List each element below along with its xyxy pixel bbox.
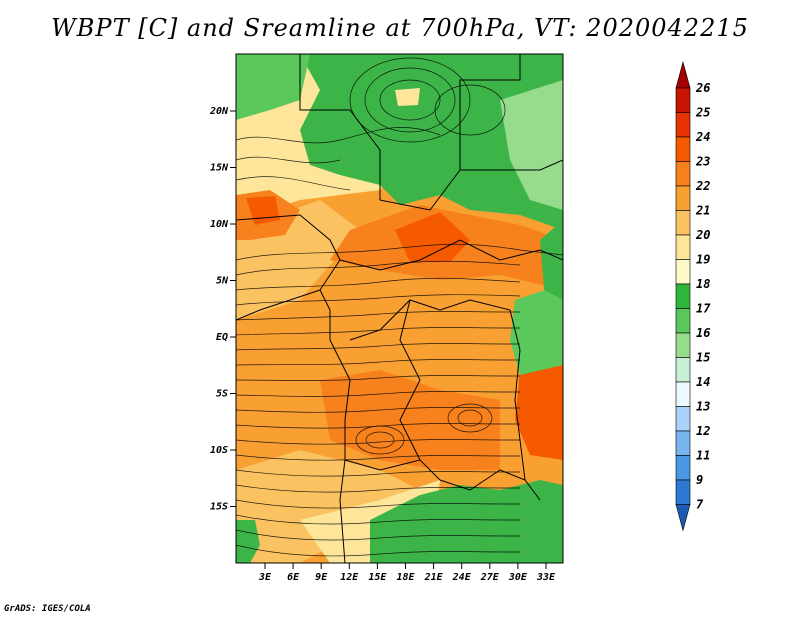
colorbar-label: 14 (696, 375, 710, 389)
latitude-axis: 20N 15N 10N 5N EQ 5S 10S 15S (209, 106, 236, 513)
lon-tick-label: 6E (287, 572, 300, 583)
colorbar-label: 26 (695, 81, 710, 95)
lat-tick-label: 20N (209, 106, 229, 117)
colorbar-label: 7 (696, 498, 704, 512)
chart-title: WBPT [C] and Sreamline at 700hPa, VT: 20… (51, 14, 749, 42)
colorbar-segment (675, 479, 691, 505)
wbpt-region-redorange-north (395, 212, 470, 262)
lon-tick-label: 9E (315, 572, 328, 583)
wbpt-region-green-south (370, 480, 563, 563)
lon-tick-label: 3E (258, 572, 272, 583)
colorbar-label: 18 (696, 277, 710, 291)
colorbar-segment (675, 381, 691, 407)
colorbar-segment (675, 357, 691, 383)
colorbar-label: 21 (695, 204, 710, 218)
wbpt-region-lightorange-south (236, 450, 420, 563)
lat-tick-label: 15N (210, 163, 229, 174)
colorbar-label: 19 (696, 253, 710, 267)
lat-tick-label: EQ (216, 332, 228, 343)
colorbar-label: 12 (696, 424, 710, 438)
lon-tick-label: 30E (508, 572, 528, 583)
wbpt-region-green-north (300, 54, 563, 230)
colorbar-segment (675, 308, 691, 334)
colorbar-label: 9 (696, 473, 703, 487)
longitude-axis: 3E 6E 9E 12E 15E 18E 21E 24E 27E 30E 33E (258, 563, 556, 583)
lon-tick-label: 24E (452, 572, 472, 583)
colorbar-label: 15 (696, 351, 710, 365)
wbpt-region-green-light-ne (500, 80, 563, 210)
wbpt-region-yellow-island (395, 88, 420, 106)
colorbar-label: 11 (696, 449, 710, 463)
map-panel (236, 54, 563, 563)
colorbar-segment (675, 332, 691, 358)
colorbar-label: 13 (696, 400, 710, 414)
colorbar-segment (675, 455, 691, 481)
colorbar-label: 23 (695, 155, 710, 169)
colorbar-segment (675, 283, 691, 309)
colorbar-top-arrow (675, 60, 691, 89)
streamlines (236, 57, 563, 557)
lat-tick-label: 10S (210, 445, 228, 456)
wbpt-region-redorange-east (515, 360, 563, 460)
footer-credit: GrADS: IGES/COLA (4, 604, 91, 614)
colorbar-segment (675, 161, 691, 187)
wbpt-region-green-ne-edge (540, 220, 563, 300)
lon-tick-label: 33E (536, 572, 556, 583)
wbpt-region-green-midlight (236, 54, 310, 120)
colorbar-segment (675, 185, 691, 211)
colorbar-label: 22 (695, 179, 710, 193)
colorbar-bottom-arrow (675, 504, 691, 532)
colorbar-segment (675, 210, 691, 236)
colorbar-segment (675, 136, 691, 162)
wbpt-region-green-sw (236, 520, 260, 563)
colorbar-segment (675, 87, 691, 113)
lon-tick-label: 15E (368, 572, 387, 583)
lat-tick-label: 5N (216, 276, 229, 287)
lon-tick-label: 18E (396, 572, 415, 583)
lat-tick-label: 15S (210, 502, 228, 513)
wbpt-region-green-east (510, 290, 563, 375)
map-frame (235, 53, 564, 564)
country-borders (236, 54, 563, 563)
lat-tick-label: 5S (216, 389, 228, 400)
colorbar: 26 25 24 23 22 21 20 19 18 17 16 15 14 13 12 11 9 7 (675, 60, 711, 532)
lon-tick-label: 12E (340, 572, 359, 583)
colorbar-label: 16 (696, 326, 710, 340)
colorbar-segment (675, 430, 691, 456)
colorbar-segment (675, 406, 691, 432)
lat-tick-label: 10N (210, 219, 229, 230)
colorbar-label: 17 (696, 302, 711, 316)
wbpt-region-redorange-west (246, 196, 280, 225)
lon-tick-label: 27E (480, 572, 500, 583)
colorbar-label: 25 (695, 106, 710, 120)
colorbar-segment (675, 259, 691, 285)
colorbar-segment (675, 112, 691, 138)
colorbar-label: 20 (695, 228, 710, 242)
colorbar-label: 24 (695, 130, 710, 144)
lon-tick-label: 21E (424, 572, 444, 583)
colorbar-segment (675, 234, 691, 260)
